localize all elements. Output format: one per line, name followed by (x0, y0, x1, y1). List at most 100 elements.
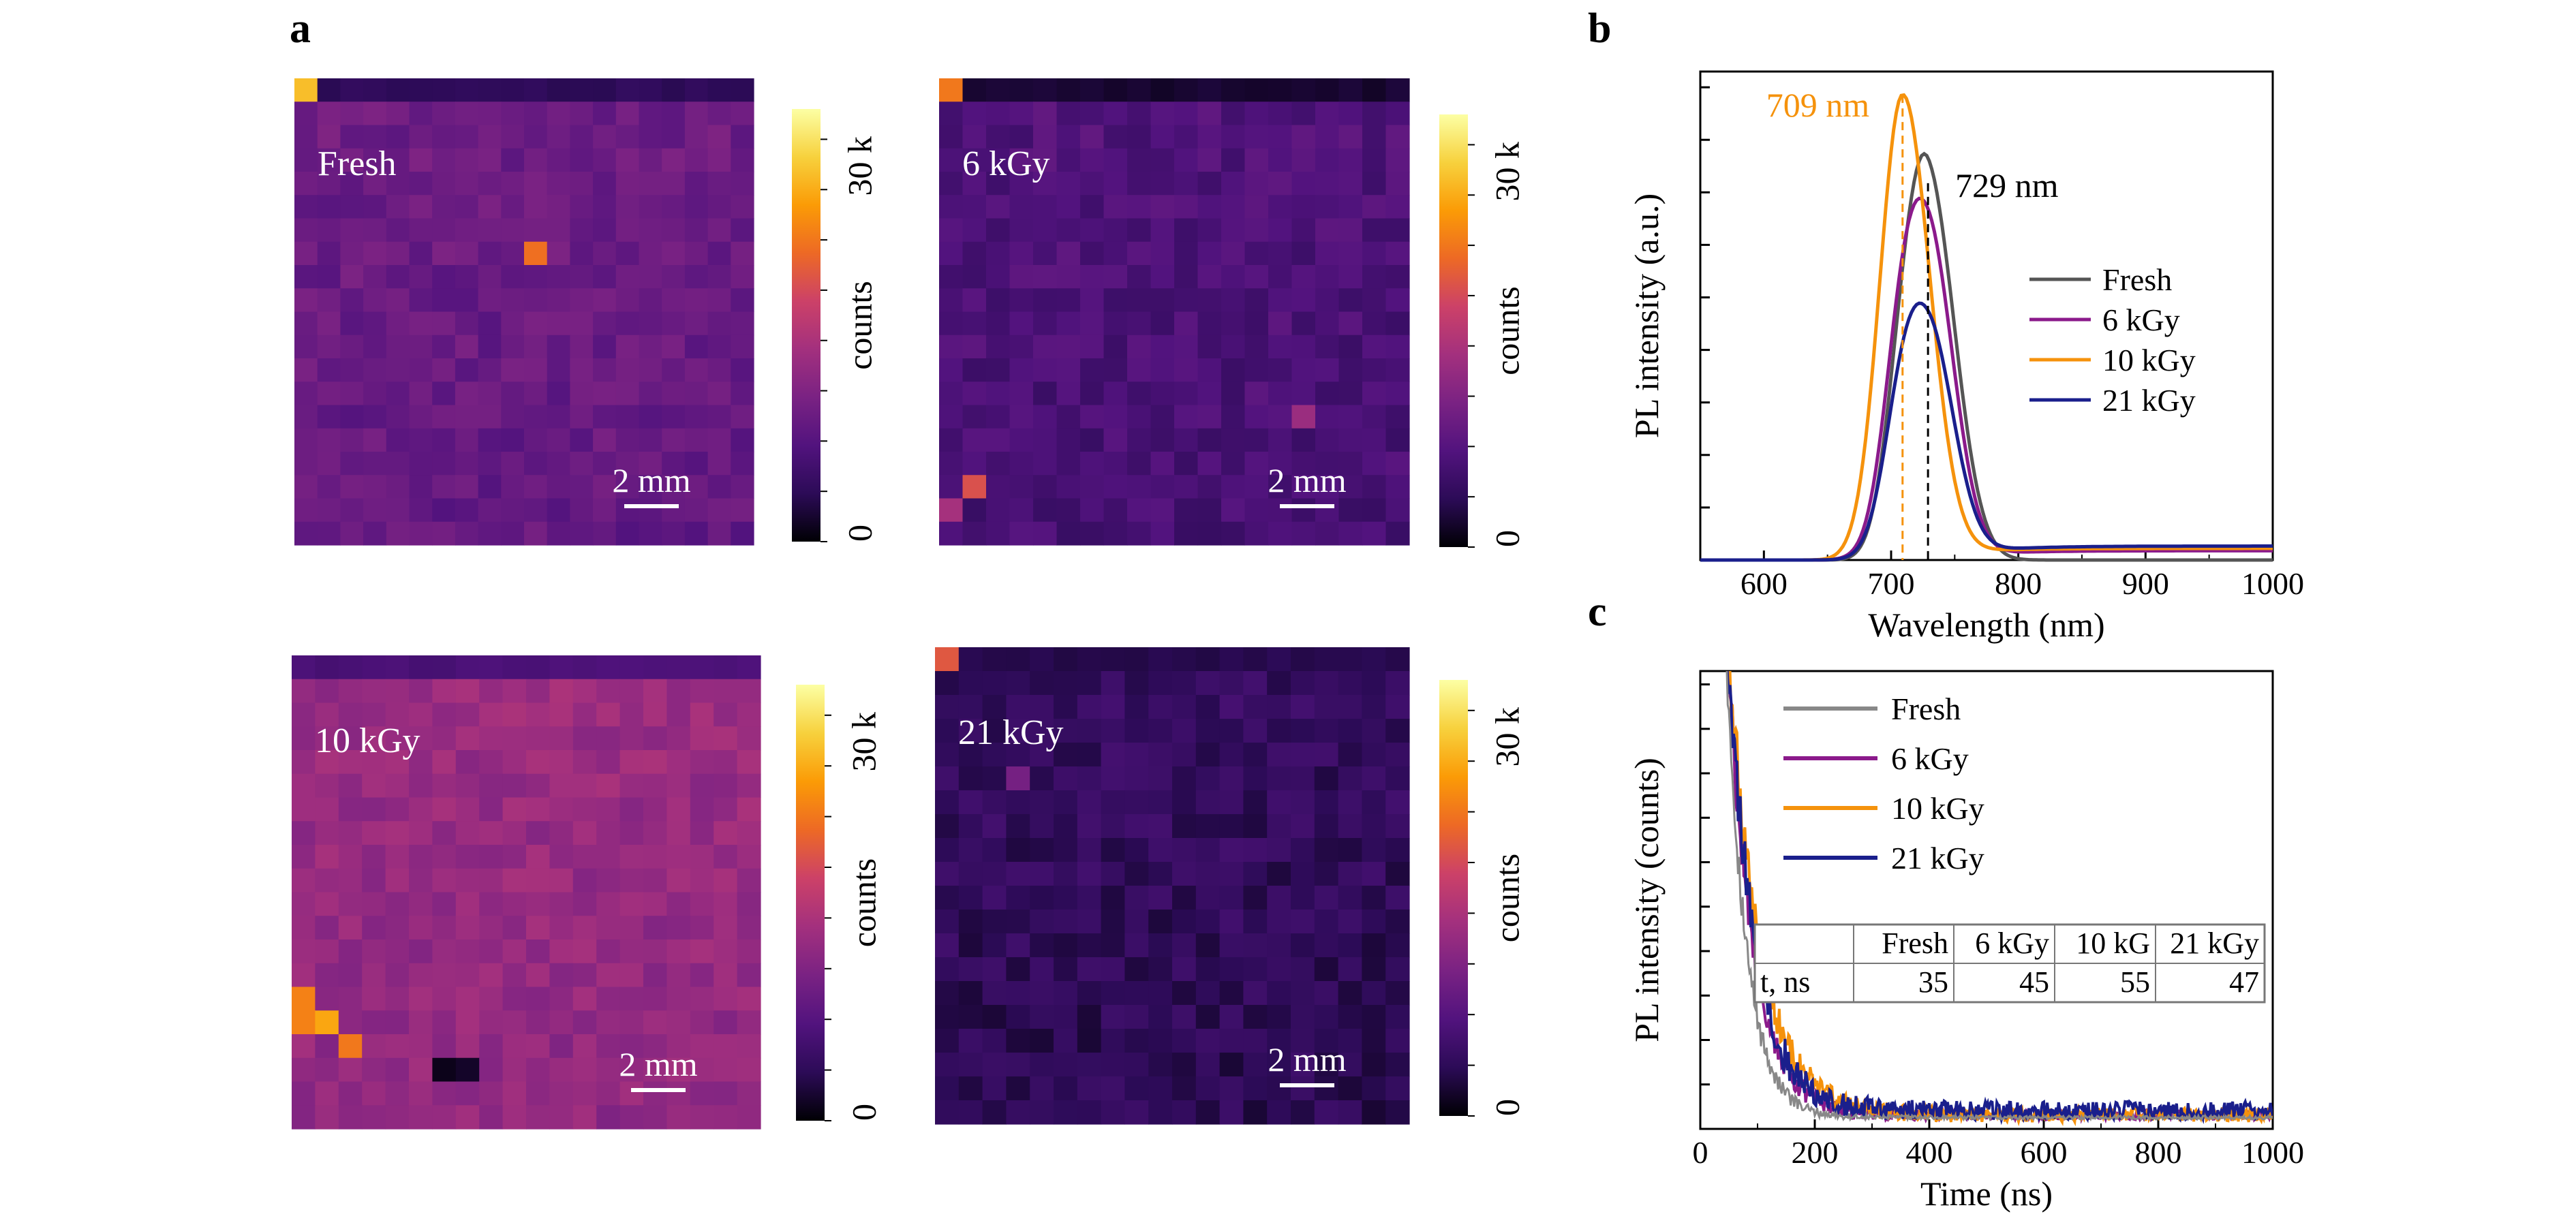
heatmap-cell (737, 773, 761, 798)
heatmap-cell (1362, 814, 1386, 839)
heatmap-cell (292, 1057, 316, 1083)
heatmap-cell (338, 1081, 363, 1106)
heatmap-cell (1009, 382, 1034, 406)
heatmap-cell (1268, 195, 1293, 219)
heatmap-cell (619, 1010, 644, 1035)
heatmap-cell (707, 452, 731, 476)
heatmap-cell (1054, 933, 1078, 958)
heatmap-cell (1030, 886, 1054, 910)
heatmap-cell (1219, 1005, 1244, 1029)
heatmap-cell (549, 702, 574, 727)
heatmap-cell (1077, 838, 1102, 863)
heatmap-cell (1219, 933, 1244, 958)
heatmap-cell (593, 218, 617, 243)
legend-label: Fresh (2102, 262, 2172, 297)
heatmap-cell (1267, 933, 1291, 958)
heatmap-cell (639, 241, 662, 266)
heatmap-cell (662, 311, 686, 336)
heatmap-cell (502, 963, 527, 988)
heatmap-cell (432, 797, 457, 822)
heatmap-cell (986, 78, 1011, 102)
heatmap-cell (707, 382, 731, 406)
heatmap-cell (526, 868, 550, 893)
heatmap-cell (690, 1105, 714, 1130)
heatmap-cell (1103, 148, 1128, 172)
heatmap-cell (1268, 475, 1293, 499)
heatmap-cell (1385, 671, 1410, 696)
heatmap-cell (939, 311, 964, 336)
heatmap-cell (1385, 405, 1410, 429)
heatmap-cell (385, 963, 410, 988)
peak-annotation: 729 nm (1955, 166, 2059, 204)
heatmap-cell (1030, 981, 1054, 1006)
heatmap-cell (292, 987, 316, 1011)
heatmap-cell (1197, 241, 1222, 266)
heatmap-cell (1291, 498, 1316, 523)
heatmap-cell (982, 933, 1007, 958)
heatmap-cell (409, 172, 433, 196)
heatmap-cell (619, 750, 644, 775)
table-header-cell: 21 kGy (2170, 927, 2259, 960)
heatmap-cell (1219, 695, 1244, 719)
heatmap-cell (707, 265, 731, 289)
heatmap-cell (1314, 1053, 1339, 1077)
heatmap-cell (385, 1010, 410, 1035)
heatmap-cell (1362, 957, 1386, 982)
heatmap-cell (501, 125, 525, 149)
heatmap-cell (1172, 1005, 1197, 1029)
heatmap-cell (338, 1010, 363, 1035)
heatmap-cell (643, 655, 667, 680)
heatmap-cell (639, 428, 662, 452)
heatmap-cell (315, 702, 339, 727)
heatmap-cell (1291, 148, 1316, 172)
heatmap-cell (690, 750, 714, 775)
heatmap-cell (1101, 838, 1125, 863)
heatmap-cell (939, 382, 964, 406)
heatmap-cell (1124, 790, 1149, 815)
heatmap-cell (962, 452, 987, 476)
heatmap-cell (1362, 766, 1386, 791)
heatmap-cell (662, 148, 686, 172)
heatmap-cell (547, 148, 570, 172)
heatmap-cell (1056, 452, 1081, 476)
heatmap-cell (1291, 838, 1315, 863)
heatmap-cell (501, 241, 525, 266)
panel-letter-c: c (1588, 589, 1607, 635)
heatmap-cell (935, 743, 960, 767)
heatmap-cell (1174, 241, 1199, 266)
heatmap-cell (363, 382, 387, 406)
heatmap-cell (1267, 814, 1291, 839)
heatmap-cell (317, 102, 341, 126)
heatmap-cell (1172, 910, 1197, 934)
heatmap-cell (1124, 981, 1149, 1006)
heatmap-cell (666, 1105, 691, 1130)
heatmap-cell (362, 797, 386, 822)
heatmap-cell (478, 265, 502, 289)
heatmap-cell (1314, 957, 1339, 982)
heatmap-cell (1291, 1076, 1315, 1101)
heatmap-cell (1244, 428, 1269, 452)
heatmap-cell (714, 916, 738, 940)
heatmap-cell (1195, 1005, 1221, 1029)
heatmap-cell (526, 726, 550, 751)
y-axis-title: PL intensity (counts) (1627, 758, 1666, 1042)
heatmap-cell (1009, 148, 1034, 172)
heatmap-cell (1080, 288, 1105, 313)
heatmap-cell (1174, 78, 1199, 102)
heatmap-cell (619, 655, 644, 680)
heatmap-cell (1362, 335, 1387, 359)
heatmap-cell (455, 218, 479, 243)
heatmap-cell (1385, 218, 1410, 243)
heatmap-cell (1101, 981, 1125, 1006)
heatmap-cell (615, 521, 640, 546)
heatmap-cell (1291, 125, 1316, 149)
heatmap-cell (596, 892, 621, 916)
heatmap-cell (939, 288, 964, 313)
heatmap-cell (1291, 719, 1315, 743)
heatmap-cell (1148, 1029, 1173, 1053)
heatmap-cell (962, 405, 987, 429)
heatmap-cell (479, 655, 504, 680)
heatmap-cell (1315, 521, 1340, 546)
heatmap-cell (1243, 981, 1268, 1006)
